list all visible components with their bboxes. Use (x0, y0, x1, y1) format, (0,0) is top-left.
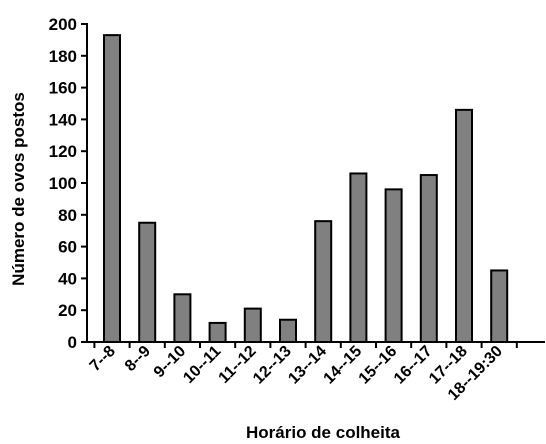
x-tick-label: 11--12 (216, 343, 260, 387)
y-tick-label: 140 (49, 110, 77, 129)
bar-10--11 (208, 321, 227, 344)
y-tick-label: 60 (58, 238, 77, 257)
bar-18--19:30 (490, 269, 509, 344)
y-tick-label: 0 (68, 333, 77, 352)
bar-16--17 (419, 174, 438, 343)
y-ticks-group: 0 20 40 60 80 100 120 140 160 180 200 (49, 15, 87, 352)
y-tick-label: 180 (49, 47, 77, 66)
bar-9--10 (173, 293, 192, 343)
y-tick-label: 80 (58, 206, 77, 225)
y-tick-label: 200 (49, 15, 77, 34)
y-tick-label: 100 (49, 174, 77, 193)
x-tick-label: 10--11 (180, 343, 224, 387)
x-tick-label: 8--9 (122, 343, 154, 375)
x-tick-label: 15--16 (356, 343, 401, 388)
y-tick-label: 120 (49, 142, 77, 161)
x-tick-labels-group: 7--8 8--99--1010--1111--1212--1313--1414-… (87, 343, 506, 404)
bar-8--9 (138, 221, 157, 343)
bar-12--13 (279, 318, 297, 343)
y-tick-label: 20 (58, 301, 77, 320)
bar-14--15 (349, 172, 368, 343)
y-tick-label: 40 (58, 269, 77, 288)
x-tick-label: 14--15 (321, 343, 366, 388)
x-tick-label: 16--17 (391, 343, 436, 388)
x-axis-title: Horário de colheita (246, 423, 401, 442)
bar-11--12 (243, 307, 262, 343)
x-tick-label: 7--8 (87, 343, 119, 375)
y-tick-label: 160 (49, 79, 77, 98)
y-axis-title: Número de ovos postos (9, 92, 28, 286)
x-tick-label: 12--13 (250, 343, 295, 388)
x-tick-label: 13--14 (285, 343, 330, 388)
bar-7--8 (103, 34, 121, 343)
bars-group (103, 34, 509, 344)
bar-13--14 (314, 220, 333, 343)
bar-15--16 (384, 188, 403, 343)
bar-17--18 (455, 108, 473, 343)
